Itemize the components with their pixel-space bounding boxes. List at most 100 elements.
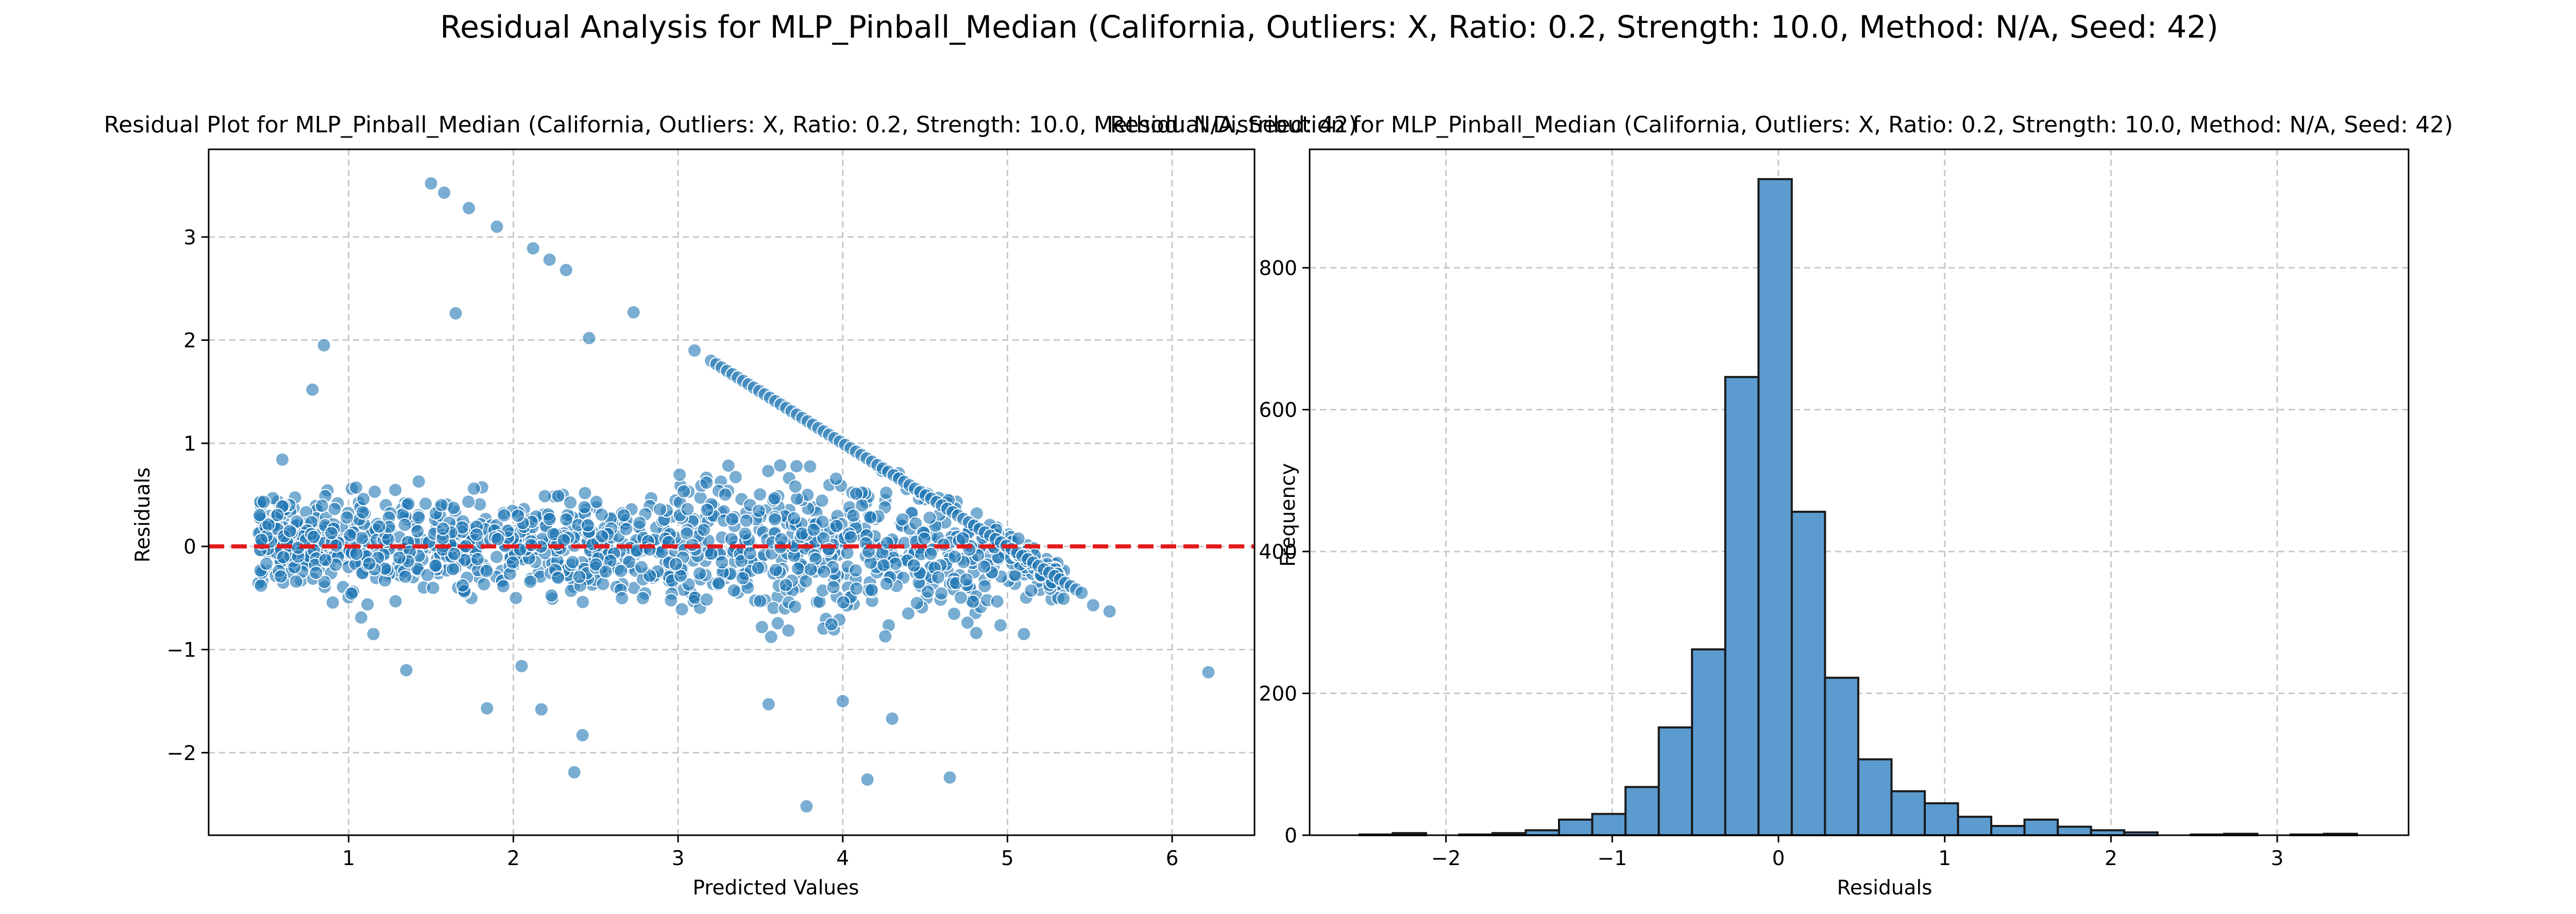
scatter-point [864,582,879,597]
scatter-point [672,467,687,482]
scatter-point [411,474,426,489]
scatter-point [724,531,739,546]
scatter-point [447,546,462,561]
scatter-point [908,516,923,531]
scatter-point [578,486,592,501]
scatter-point [580,518,595,533]
scatter-point [354,530,369,545]
scatter-point [725,512,740,527]
scatter-point [567,765,582,780]
histogram-x-tick-label: −2 [1431,847,1461,870]
scatter-point [849,581,864,596]
scatter-point [582,331,597,346]
scatter-point [360,597,375,612]
scatter-point [674,602,689,617]
residual-histogram: Residual Distribution for MLP_Pinball_Me… [1110,112,2453,900]
scatter-point [256,494,271,509]
scatter-point [354,610,369,625]
scatter-point [344,586,359,601]
scatter-point [718,487,733,502]
scatter-point [879,486,894,501]
scatter-point [1074,585,1089,600]
histogram-x-tick-label: −1 [1598,847,1628,870]
scatter-point [526,241,540,256]
scatter-point [315,498,330,513]
scatter-x-axis-label: Predicted Values [693,876,859,900]
scatter-point [1201,665,1216,680]
scatter-point [455,578,470,593]
histogram-bar [1691,648,1726,837]
scatter-point [559,512,574,527]
scatter-point [860,772,875,787]
histogram-axes-frame [1309,148,2410,836]
histogram-x-tick-label: 0 [1772,847,1785,870]
scatter-tick-labels: 1 2 3 4 5 6 −2 −1 0 1 2 3 [167,226,1179,870]
scatter-point [751,561,766,576]
scatter-point [680,502,695,516]
scatter-point [514,659,529,674]
scatter-point [551,571,566,585]
scatter-x-tick-label: 3 [672,847,685,870]
histogram-x-tick-label: 2 [2105,847,2117,870]
scatter-x-tick-label: 4 [836,847,849,870]
scatter-point [479,563,494,578]
scatter-point [305,382,320,397]
scatter-point [367,485,382,499]
scatter-point [721,458,736,473]
scatter-point [790,561,805,576]
scatter-point [343,528,358,543]
scatter-point [687,343,702,358]
scatter-point [806,522,821,537]
scatter-point [653,502,668,517]
scatter-point [289,574,303,589]
scatter-point [1102,604,1117,619]
scatter-point [960,615,975,630]
histogram-bars [1358,178,2358,837]
scatter-point [922,510,937,525]
scatter-point [388,482,403,497]
scatter-point [558,263,573,278]
scatter-y-tick-label: 1 [183,433,196,456]
scatter-point [767,491,782,506]
scatter-point [753,594,768,609]
scatter-point [340,510,354,525]
scatter-point [371,519,386,534]
histogram-bar [1824,677,1859,836]
scatter-point [423,176,438,191]
scatter-point [692,566,707,581]
scatter-point [325,595,340,610]
scatter-point [261,517,276,532]
scatter-point [835,694,850,709]
scatter-point [965,594,980,609]
scatter-point [306,529,321,544]
histogram-bar [1790,510,1826,836]
scatter-point [726,583,741,598]
scatter-point [270,508,285,523]
scatter-point [388,594,403,609]
scatter-point [946,606,961,621]
scatter-point [1011,531,1026,546]
scatter-point [635,591,650,606]
scatter-point [788,479,803,494]
scatter-point [773,458,788,473]
scatter-point [428,558,443,573]
scatter-point [461,494,476,509]
scatter-point [799,799,814,814]
scatter-point [626,305,641,320]
scatter-point [575,728,590,743]
scatter-point [497,508,512,523]
scatter-point [632,515,647,530]
scatter-point [761,463,776,478]
scatter-point [426,580,440,595]
histogram-bar [1957,816,1993,837]
histogram-x-axis-label: Residuals [1837,876,1932,900]
scatter-point [572,570,587,584]
scatter-axes-frame [208,148,1256,836]
scatter-point [836,595,851,610]
scatter-point [397,518,412,532]
scatter-point [768,562,783,577]
scatter-point [622,555,637,570]
scatter-point [829,519,844,533]
scatter-point [789,459,804,474]
scatter-point [895,512,910,527]
